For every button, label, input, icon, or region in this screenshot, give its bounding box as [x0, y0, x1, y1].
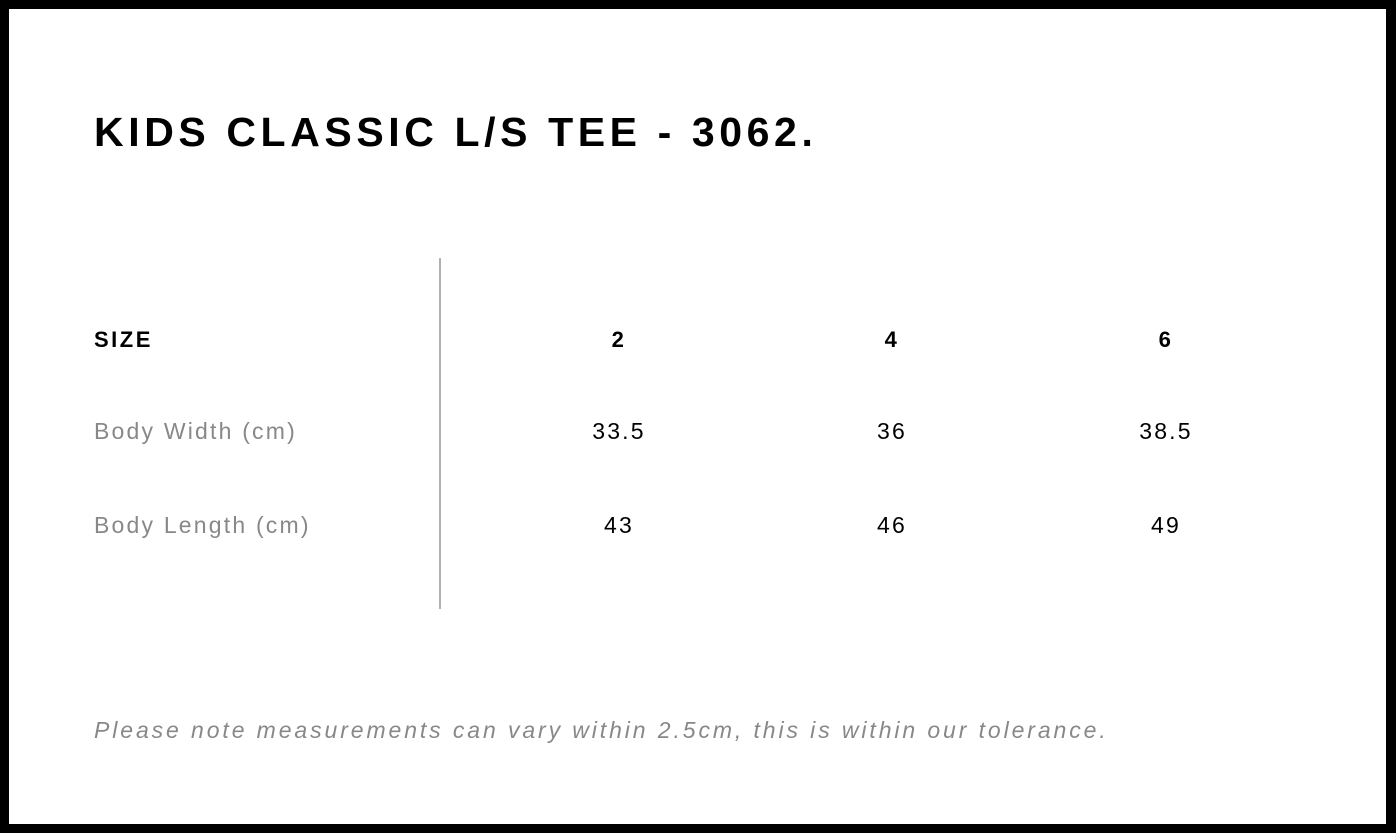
table-row: Body Width (cm) 33.5 36 38.5 [94, 418, 1294, 448]
row-label: Body Width (cm) [94, 418, 297, 444]
table-cell: 36 [877, 418, 907, 444]
column-divider [439, 258, 441, 609]
header-label: SIZE [94, 327, 153, 352]
table-cell: 46 [877, 512, 907, 538]
row-label: Body Length (cm) [94, 512, 311, 538]
tolerance-note: Please note measurements can vary within… [94, 717, 1109, 743]
table-cell: 38.5 [1139, 418, 1193, 444]
header-cell: 4 [884, 327, 900, 352]
size-chart-card: KIDS CLASSIC L/S TEE - 3062. SIZE 2 4 6 … [9, 9, 1386, 824]
table-header-row: SIZE 2 4 6 [94, 327, 1294, 357]
table-cell: 43 [604, 512, 634, 538]
table-row: Body Length (cm) 43 46 49 [94, 512, 1294, 542]
header-cell: 6 [1158, 327, 1174, 352]
page-title: KIDS CLASSIC L/S TEE - 3062. [94, 109, 818, 155]
table-cell: 33.5 [592, 418, 646, 444]
table-cell: 49 [1151, 512, 1181, 538]
header-cell: 2 [611, 327, 627, 352]
